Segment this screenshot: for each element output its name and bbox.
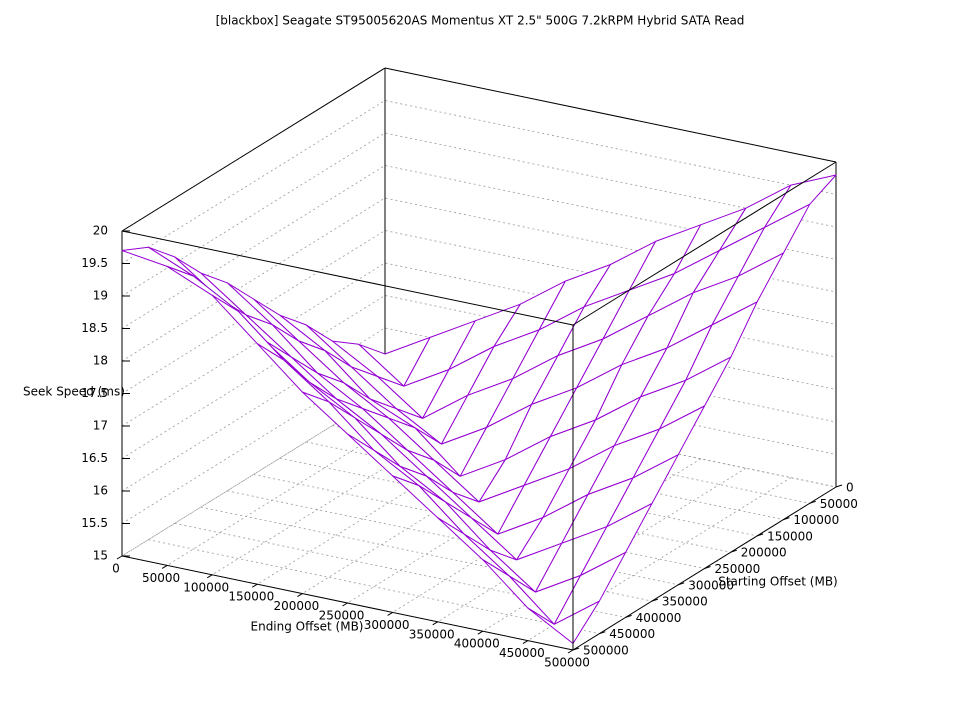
z-tick-label: 18.5 [81, 321, 108, 335]
grid-line [527, 477, 792, 641]
x-tick-label: 300000 [364, 618, 410, 632]
y-tick [599, 631, 606, 635]
y-tick [625, 614, 632, 618]
grid-line [227, 490, 679, 586]
z-tick-label: 16.5 [81, 451, 108, 465]
y-axis-label: Starting Offset (MB) [718, 575, 838, 589]
x-tick-label: 450000 [499, 646, 545, 660]
x-tick [432, 621, 438, 626]
x-tick [161, 564, 168, 569]
x-tick [522, 640, 529, 645]
y-tick-label: 50000 [820, 497, 858, 511]
y-tick [783, 517, 790, 521]
frame [384, 67, 837, 163]
frame [121, 67, 386, 232]
y-tick-label: 100000 [793, 513, 839, 527]
x-tick-label: 150000 [228, 590, 274, 604]
frame [572, 161, 837, 326]
y-tick [835, 484, 843, 488]
z-tick-label: 19 [93, 289, 108, 303]
x-tick [206, 574, 213, 579]
z-tick-label: 15 [93, 549, 108, 563]
x-tick [567, 649, 574, 654]
x-tick-label: 200000 [273, 599, 319, 613]
x-tick-label: 100000 [183, 580, 229, 594]
y-tick-label: 200000 [741, 546, 787, 560]
y-tick-label: 250000 [715, 562, 761, 576]
y-tick-label: 450000 [609, 627, 655, 641]
x-tick-label: 50000 [142, 571, 180, 585]
z-tick-label: 17 [93, 419, 108, 433]
z-tick-label: 19.5 [81, 256, 108, 270]
grid-line [482, 467, 747, 632]
x-tick-label: 250000 [319, 609, 365, 623]
y-tick [730, 549, 737, 553]
y-tick [651, 598, 659, 602]
y-tick-label: 500000 [583, 644, 629, 658]
chart-title: [blackbox] Seagate ST95005620AS Momentus… [216, 14, 745, 28]
x-tick-label: 350000 [409, 627, 455, 641]
grid-line [121, 132, 837, 297]
grid-line [121, 392, 837, 557]
y-tick-label: 400000 [636, 611, 682, 625]
x-tick-label: 500000 [544, 656, 590, 670]
y-tick-label: 300000 [688, 578, 734, 592]
grid-line [200, 506, 652, 602]
z-tick-label: 15.5 [81, 516, 108, 530]
x-tick [297, 593, 303, 598]
y-tick-label: 150000 [767, 529, 813, 543]
y-tick [756, 533, 764, 537]
x-axis-label: Ending Offset (MB) [251, 620, 364, 634]
x-tick-label: 0 [112, 562, 120, 576]
x-tick [387, 611, 393, 616]
y-tick-label: 350000 [662, 595, 708, 609]
grid-line [121, 100, 837, 264]
y-tick [572, 647, 580, 651]
z-tick-label: 16 [93, 484, 108, 498]
z-axis-label: Seek Speed (ms) [23, 385, 125, 399]
y-tick [809, 500, 816, 504]
z-tick-label: 18 [93, 354, 108, 368]
x-tick [252, 583, 258, 588]
grid-line [121, 165, 837, 329]
y-tick [704, 566, 711, 569]
x-tick-label: 400000 [454, 637, 500, 651]
x-tick [116, 555, 123, 560]
z-tick-label: 20 [93, 224, 108, 238]
y-tick [678, 582, 685, 586]
grid-line [121, 67, 837, 232]
frame [121, 230, 574, 326]
grid-line [174, 523, 626, 618]
grid-line [148, 539, 600, 635]
x-tick [342, 602, 348, 607]
surface-cell [174, 256, 247, 316]
y-tick-label: 0 [846, 481, 854, 495]
z-tick-label: 17.5 [81, 386, 108, 400]
x-tick [477, 630, 484, 635]
